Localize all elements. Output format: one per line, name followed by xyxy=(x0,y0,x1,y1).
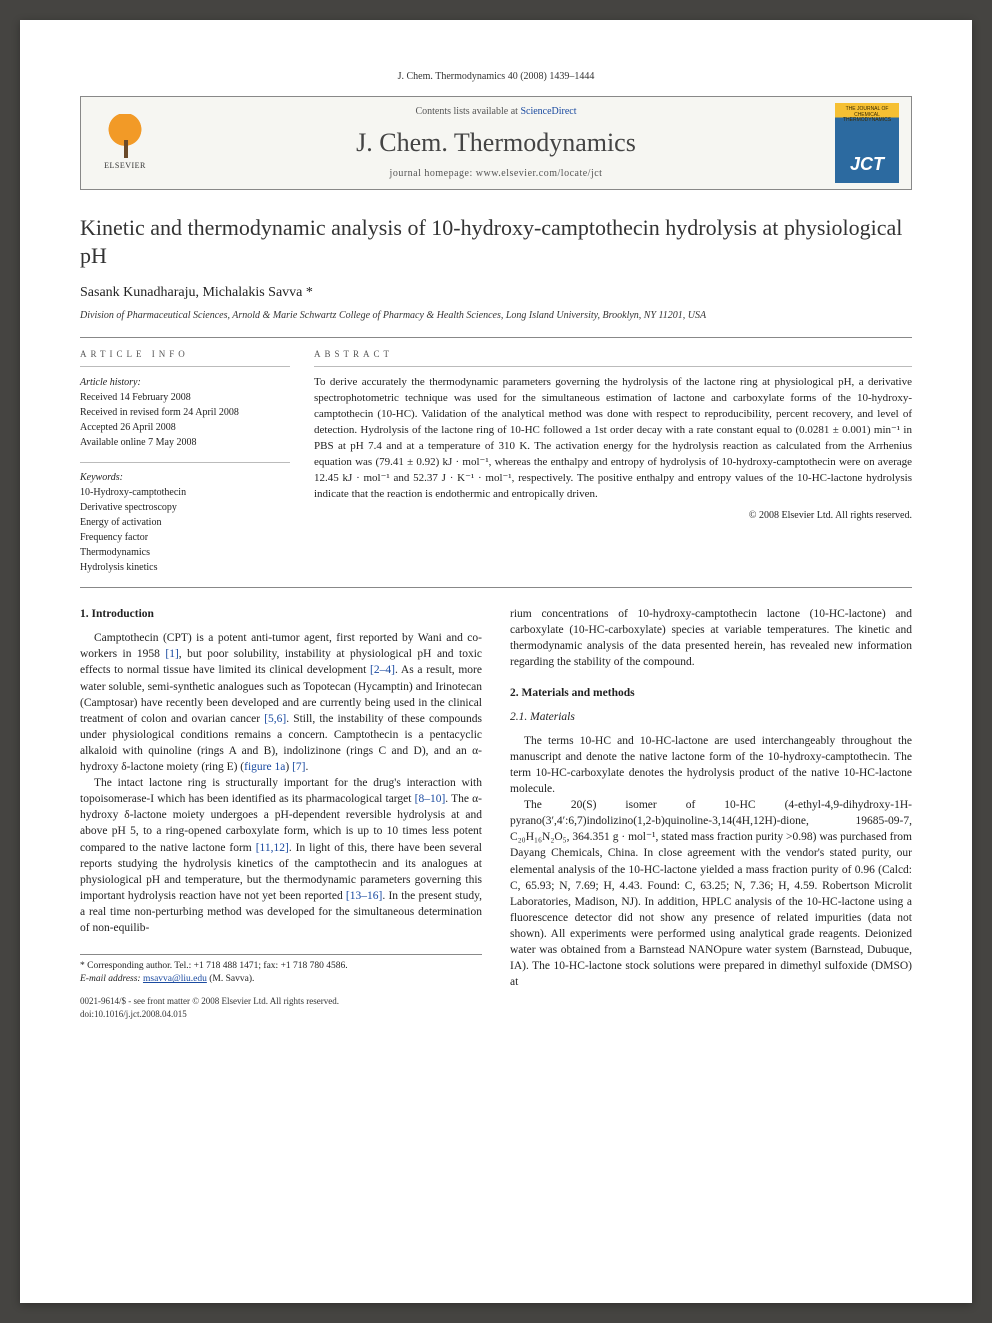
figure-link[interactable]: figure 1a xyxy=(244,761,285,773)
running-citation: J. Chem. Thermodynamics 40 (2008) 1439–1… xyxy=(80,70,912,84)
email-label: E-mail address: xyxy=(80,974,143,984)
history-block: Article history: Received 14 February 20… xyxy=(80,375,290,450)
keyword-item: Frequency factor xyxy=(80,530,290,545)
body-columns: 1. Introduction Camptothecin (CPT) is a … xyxy=(80,606,912,1021)
front-matter-line: 0021-9614/$ - see front matter © 2008 El… xyxy=(80,995,482,1008)
contents-line: Contents lists available at ScienceDirec… xyxy=(157,105,835,119)
divider-thin xyxy=(80,462,290,463)
history-revised: Received in revised form 24 April 2008 xyxy=(80,405,290,420)
footnote-block: * Corresponding author. Tel.: +1 718 488… xyxy=(80,954,482,987)
info-abstract-row: ARTICLE INFO Article history: Received 1… xyxy=(80,348,912,576)
materials-subheading: 2.1. Materials xyxy=(510,709,912,725)
abstract-col: ABSTRACT To derive accurately the thermo… xyxy=(314,348,912,576)
abstract-copyright: © 2008 Elsevier Ltd. All rights reserved… xyxy=(314,509,912,523)
email-line: E-mail address: msavva@liu.edu (M. Savva… xyxy=(80,973,482,986)
ref-link[interactable]: [13–16] xyxy=(346,890,382,902)
elsevier-label: ELSEVIER xyxy=(104,160,146,171)
materials-p1: The terms 10-HC and 10-HC-lactone are us… xyxy=(510,733,912,797)
ref-link[interactable]: [5,6] xyxy=(264,713,286,725)
keyword-item: Hydrolysis kinetics xyxy=(80,560,290,575)
abstract-text: To derive accurately the thermodynamic p… xyxy=(314,375,912,503)
sciencedirect-link[interactable]: ScienceDirect xyxy=(520,106,576,117)
elsevier-logo: ELSEVIER xyxy=(93,111,157,175)
history-accepted: Accepted 26 April 2008 xyxy=(80,420,290,435)
badge-top-text: THE JOURNAL OF CHEMICAL THERMODYNAMICS xyxy=(835,107,899,124)
intro-heading: 1. Introduction xyxy=(80,606,482,622)
corresponding-author: * Corresponding author. Tel.: +1 718 488… xyxy=(80,960,482,973)
history-heading: Article history: xyxy=(80,375,290,390)
article-info-col: ARTICLE INFO Article history: Received 1… xyxy=(80,348,290,576)
materials-p2: The 20(S) isomer of 10-HC (4-ethyl-4,9-d… xyxy=(510,797,912,990)
email-suffix: (M. Savva). xyxy=(207,974,255,984)
intro-p2: The intact lactone ring is structurally … xyxy=(80,775,482,936)
divider xyxy=(80,587,912,588)
elsevier-tree-icon xyxy=(103,114,147,158)
body-col-left: 1. Introduction Camptothecin (CPT) is a … xyxy=(80,606,482,1021)
history-received: Received 14 February 2008 xyxy=(80,390,290,405)
divider xyxy=(80,337,912,338)
header-center: Contents lists available at ScienceDirec… xyxy=(157,105,835,181)
keyword-item: Energy of activation xyxy=(80,515,290,530)
ref-link[interactable]: [1] xyxy=(165,648,178,660)
keyword-item: Thermodynamics xyxy=(80,545,290,560)
body-col-right: rium concentrations of 10-hydroxy-campto… xyxy=(510,606,912,1021)
authors-line: Sasank Kunadharaju, Michalakis Savva * xyxy=(80,283,912,303)
paper-page: J. Chem. Thermodynamics 40 (2008) 1439–1… xyxy=(20,20,972,1303)
keywords-list: 10-Hydroxy-camptothecin Derivative spect… xyxy=(80,485,290,575)
ref-link[interactable]: [2–4] xyxy=(370,664,395,676)
journal-name: J. Chem. Thermodynamics xyxy=(157,125,835,161)
footer-left: 0021-9614/$ - see front matter © 2008 El… xyxy=(80,995,482,1021)
materials-methods-heading: 2. Materials and methods xyxy=(510,685,912,701)
ref-link[interactable]: [11,12] xyxy=(256,842,289,854)
ref-link[interactable]: [7] xyxy=(292,761,305,773)
abstract-label: ABSTRACT xyxy=(314,348,912,361)
divider-thin xyxy=(314,366,912,367)
keyword-item: 10-Hydroxy-camptothecin xyxy=(80,485,290,500)
keywords-heading: Keywords: xyxy=(80,471,290,485)
badge-jct-text: JCT xyxy=(850,152,884,177)
article-info-label: ARTICLE INFO xyxy=(80,348,290,361)
article-title: Kinetic and thermodynamic analysis of 10… xyxy=(80,214,912,269)
divider-thin xyxy=(80,366,290,367)
history-online: Available online 7 May 2008 xyxy=(80,435,290,450)
keyword-item: Derivative spectroscopy xyxy=(80,500,290,515)
journal-header-box: ELSEVIER Contents lists available at Sci… xyxy=(80,96,912,190)
intro-p2-cont: rium concentrations of 10-hydroxy-campto… xyxy=(510,606,912,670)
text: . xyxy=(305,761,308,773)
doi-line: doi:10.1016/j.jct.2008.04.015 xyxy=(80,1008,482,1021)
journal-homepage: journal homepage: www.elsevier.com/locat… xyxy=(157,167,835,181)
intro-p1: Camptothecin (CPT) is a potent anti-tumo… xyxy=(80,630,482,775)
ref-link[interactable]: [8–10] xyxy=(415,793,446,805)
contents-prefix: Contents lists available at xyxy=(415,106,520,117)
affiliation-line: Division of Pharmaceutical Sciences, Arn… xyxy=(80,309,912,323)
jct-cover-badge: THE JOURNAL OF CHEMICAL THERMODYNAMICS J… xyxy=(835,103,899,183)
email-link[interactable]: msavva@liu.edu xyxy=(143,974,207,984)
